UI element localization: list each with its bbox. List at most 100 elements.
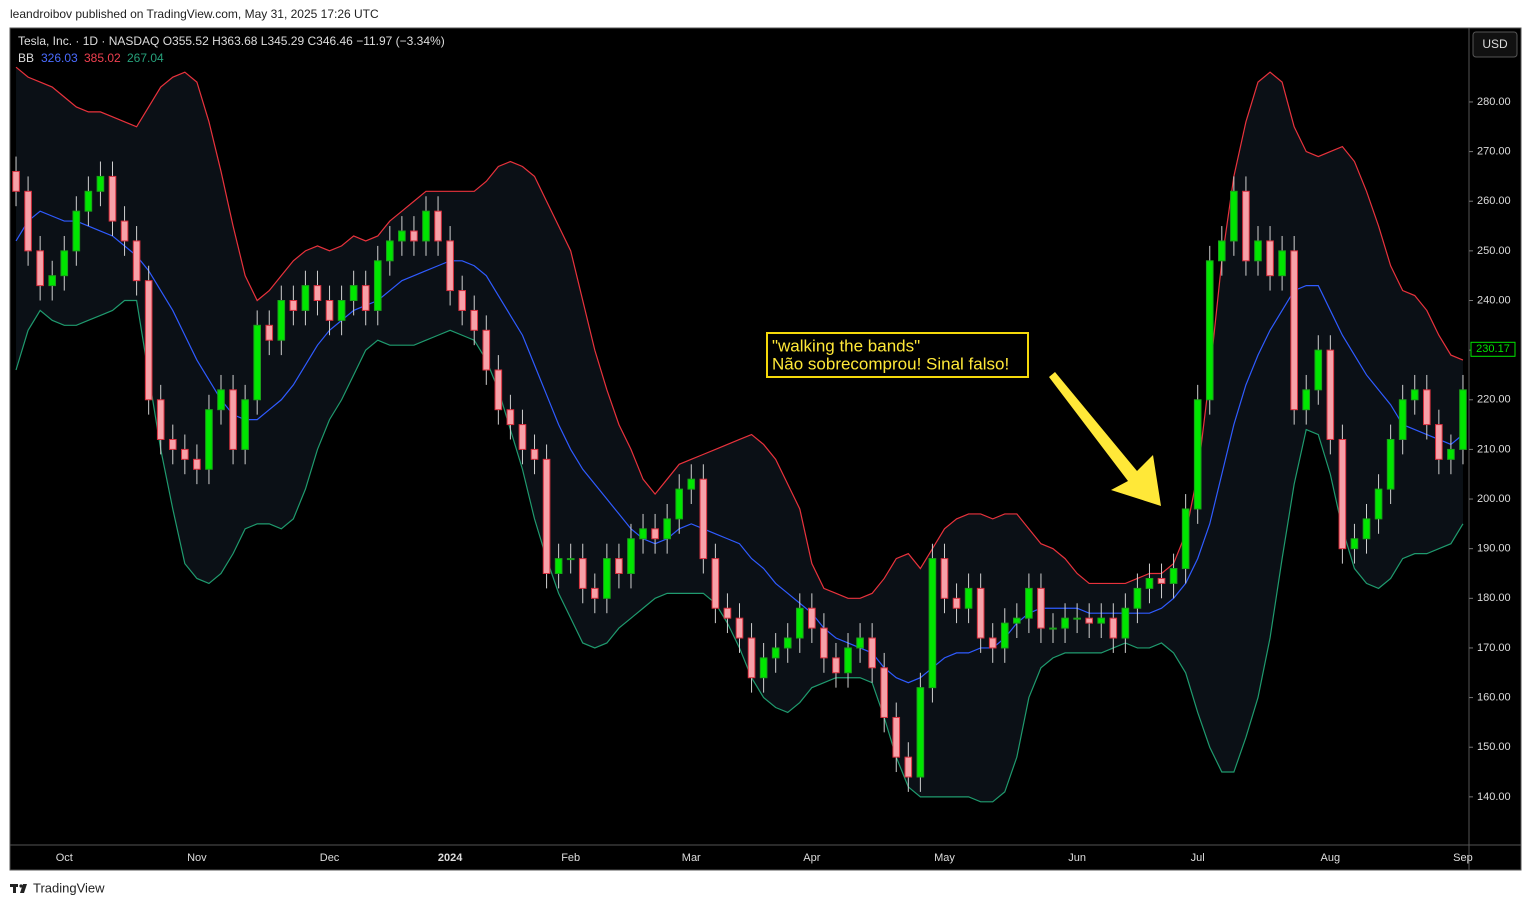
- y-tick-label: 280.00: [1477, 96, 1511, 108]
- candle-body: [771, 647, 780, 659]
- candle-body: [1254, 240, 1262, 262]
- candle-body: [808, 607, 816, 629]
- candle-body: [470, 309, 479, 331]
- candle-body: [253, 324, 262, 401]
- candle-body: [1302, 389, 1311, 411]
- indicator-value: 326.03: [41, 51, 78, 65]
- x-tick-label: 2024: [438, 852, 463, 864]
- y-tick-label: 190.00: [1477, 543, 1511, 555]
- y-tick-label: 260.00: [1477, 195, 1511, 207]
- candle-body: [265, 324, 274, 341]
- candle-body: [1061, 617, 1069, 629]
- candle-body: [578, 558, 587, 589]
- indicator-name: BB: [18, 51, 34, 65]
- candle-body: [1326, 349, 1335, 440]
- candle-body: [1435, 424, 1443, 460]
- candle-body: [1000, 622, 1009, 649]
- candle-body: [976, 587, 985, 639]
- x-tick-label: Mar: [682, 852, 701, 864]
- candle-body: [1266, 240, 1274, 277]
- x-tick-label: Jul: [1191, 852, 1205, 864]
- candle-body: [820, 627, 828, 659]
- indicator-value: 267.04: [127, 51, 164, 65]
- candle-body: [759, 657, 768, 679]
- candle-body: [337, 299, 346, 321]
- candle-body: [590, 587, 599, 599]
- y-tick-label: 240.00: [1477, 294, 1511, 306]
- candle-body: [795, 607, 804, 639]
- candle-body: [373, 260, 382, 311]
- candle-body: [1374, 488, 1383, 520]
- x-tick-label: Aug: [1321, 852, 1341, 864]
- candle-body: [940, 558, 949, 599]
- band-line: [15, 210, 1464, 684]
- y-tick-label: 270.00: [1477, 145, 1511, 157]
- candle-body: [1398, 399, 1407, 440]
- x-tick-label: Oct: [56, 852, 73, 864]
- indicator-value: 385.02: [84, 51, 121, 65]
- y-tick-label: 220.00: [1477, 394, 1511, 406]
- candle-body: [856, 637, 864, 649]
- candle-body: [747, 637, 756, 679]
- candle-body: [1314, 349, 1323, 391]
- candle-body: [952, 597, 961, 609]
- candle-body: [205, 409, 213, 470]
- candle-body: [361, 285, 370, 311]
- annotation-box: [766, 332, 1029, 378]
- candle-body: [1193, 399, 1202, 510]
- candle-body: [1169, 568, 1178, 584]
- candle-body: [386, 240, 394, 262]
- candle-body: [156, 399, 165, 440]
- y-tick-label: 250.00: [1477, 245, 1511, 257]
- candle-body: [1097, 617, 1106, 624]
- candle-body: [639, 528, 647, 540]
- candle-body: [120, 220, 129, 242]
- candle-body: [132, 240, 141, 282]
- candle-body: [1025, 587, 1033, 619]
- candle-body: [566, 558, 575, 561]
- candle-body: [663, 518, 671, 540]
- currency-label: USD: [1482, 37, 1508, 51]
- candle-body: [735, 617, 744, 639]
- x-tick-label: Feb: [561, 852, 580, 864]
- y-tick-label: 150.00: [1477, 741, 1511, 753]
- candle-body: [518, 424, 527, 450]
- candle-body: [904, 756, 913, 778]
- brand: TradingView: [33, 880, 105, 895]
- candle-body: [144, 280, 153, 401]
- candle-body: [277, 299, 286, 341]
- currency-button[interactable]: [1472, 31, 1518, 58]
- candle-body: [1217, 240, 1226, 262]
- candle-body: [651, 528, 659, 540]
- candle-body: [1013, 617, 1021, 624]
- candle-body: [530, 448, 539, 460]
- candle-body: [217, 389, 225, 411]
- annotation-text: "walking the bands": [772, 336, 920, 355]
- candle-body: [1278, 250, 1286, 277]
- candle-body: [12, 170, 20, 192]
- candle-body: [325, 299, 334, 321]
- plot: [12, 66, 1467, 803]
- candle-body: [108, 175, 117, 222]
- candle-body: [1338, 438, 1347, 550]
- candle-body: [627, 538, 635, 574]
- x-tick-label: Nov: [187, 852, 207, 864]
- brand-logo: [10, 884, 27, 893]
- candle-body: [24, 190, 32, 252]
- candle-body: [72, 210, 81, 252]
- candle-body: [1350, 538, 1359, 550]
- candle-body: [1181, 508, 1190, 570]
- candle-body: [1085, 617, 1093, 624]
- candle-body: [84, 190, 93, 212]
- candle-body: [410, 230, 418, 242]
- candle-body: [1230, 190, 1238, 242]
- candle-body: [1410, 389, 1419, 401]
- candle-body: [711, 558, 720, 609]
- candle-body: [1109, 617, 1118, 639]
- x-tick-label: May: [934, 852, 955, 864]
- candle-body: [494, 369, 503, 411]
- candle-body: [458, 290, 466, 311]
- candle-body: [482, 329, 491, 371]
- candle-body: [868, 637, 876, 669]
